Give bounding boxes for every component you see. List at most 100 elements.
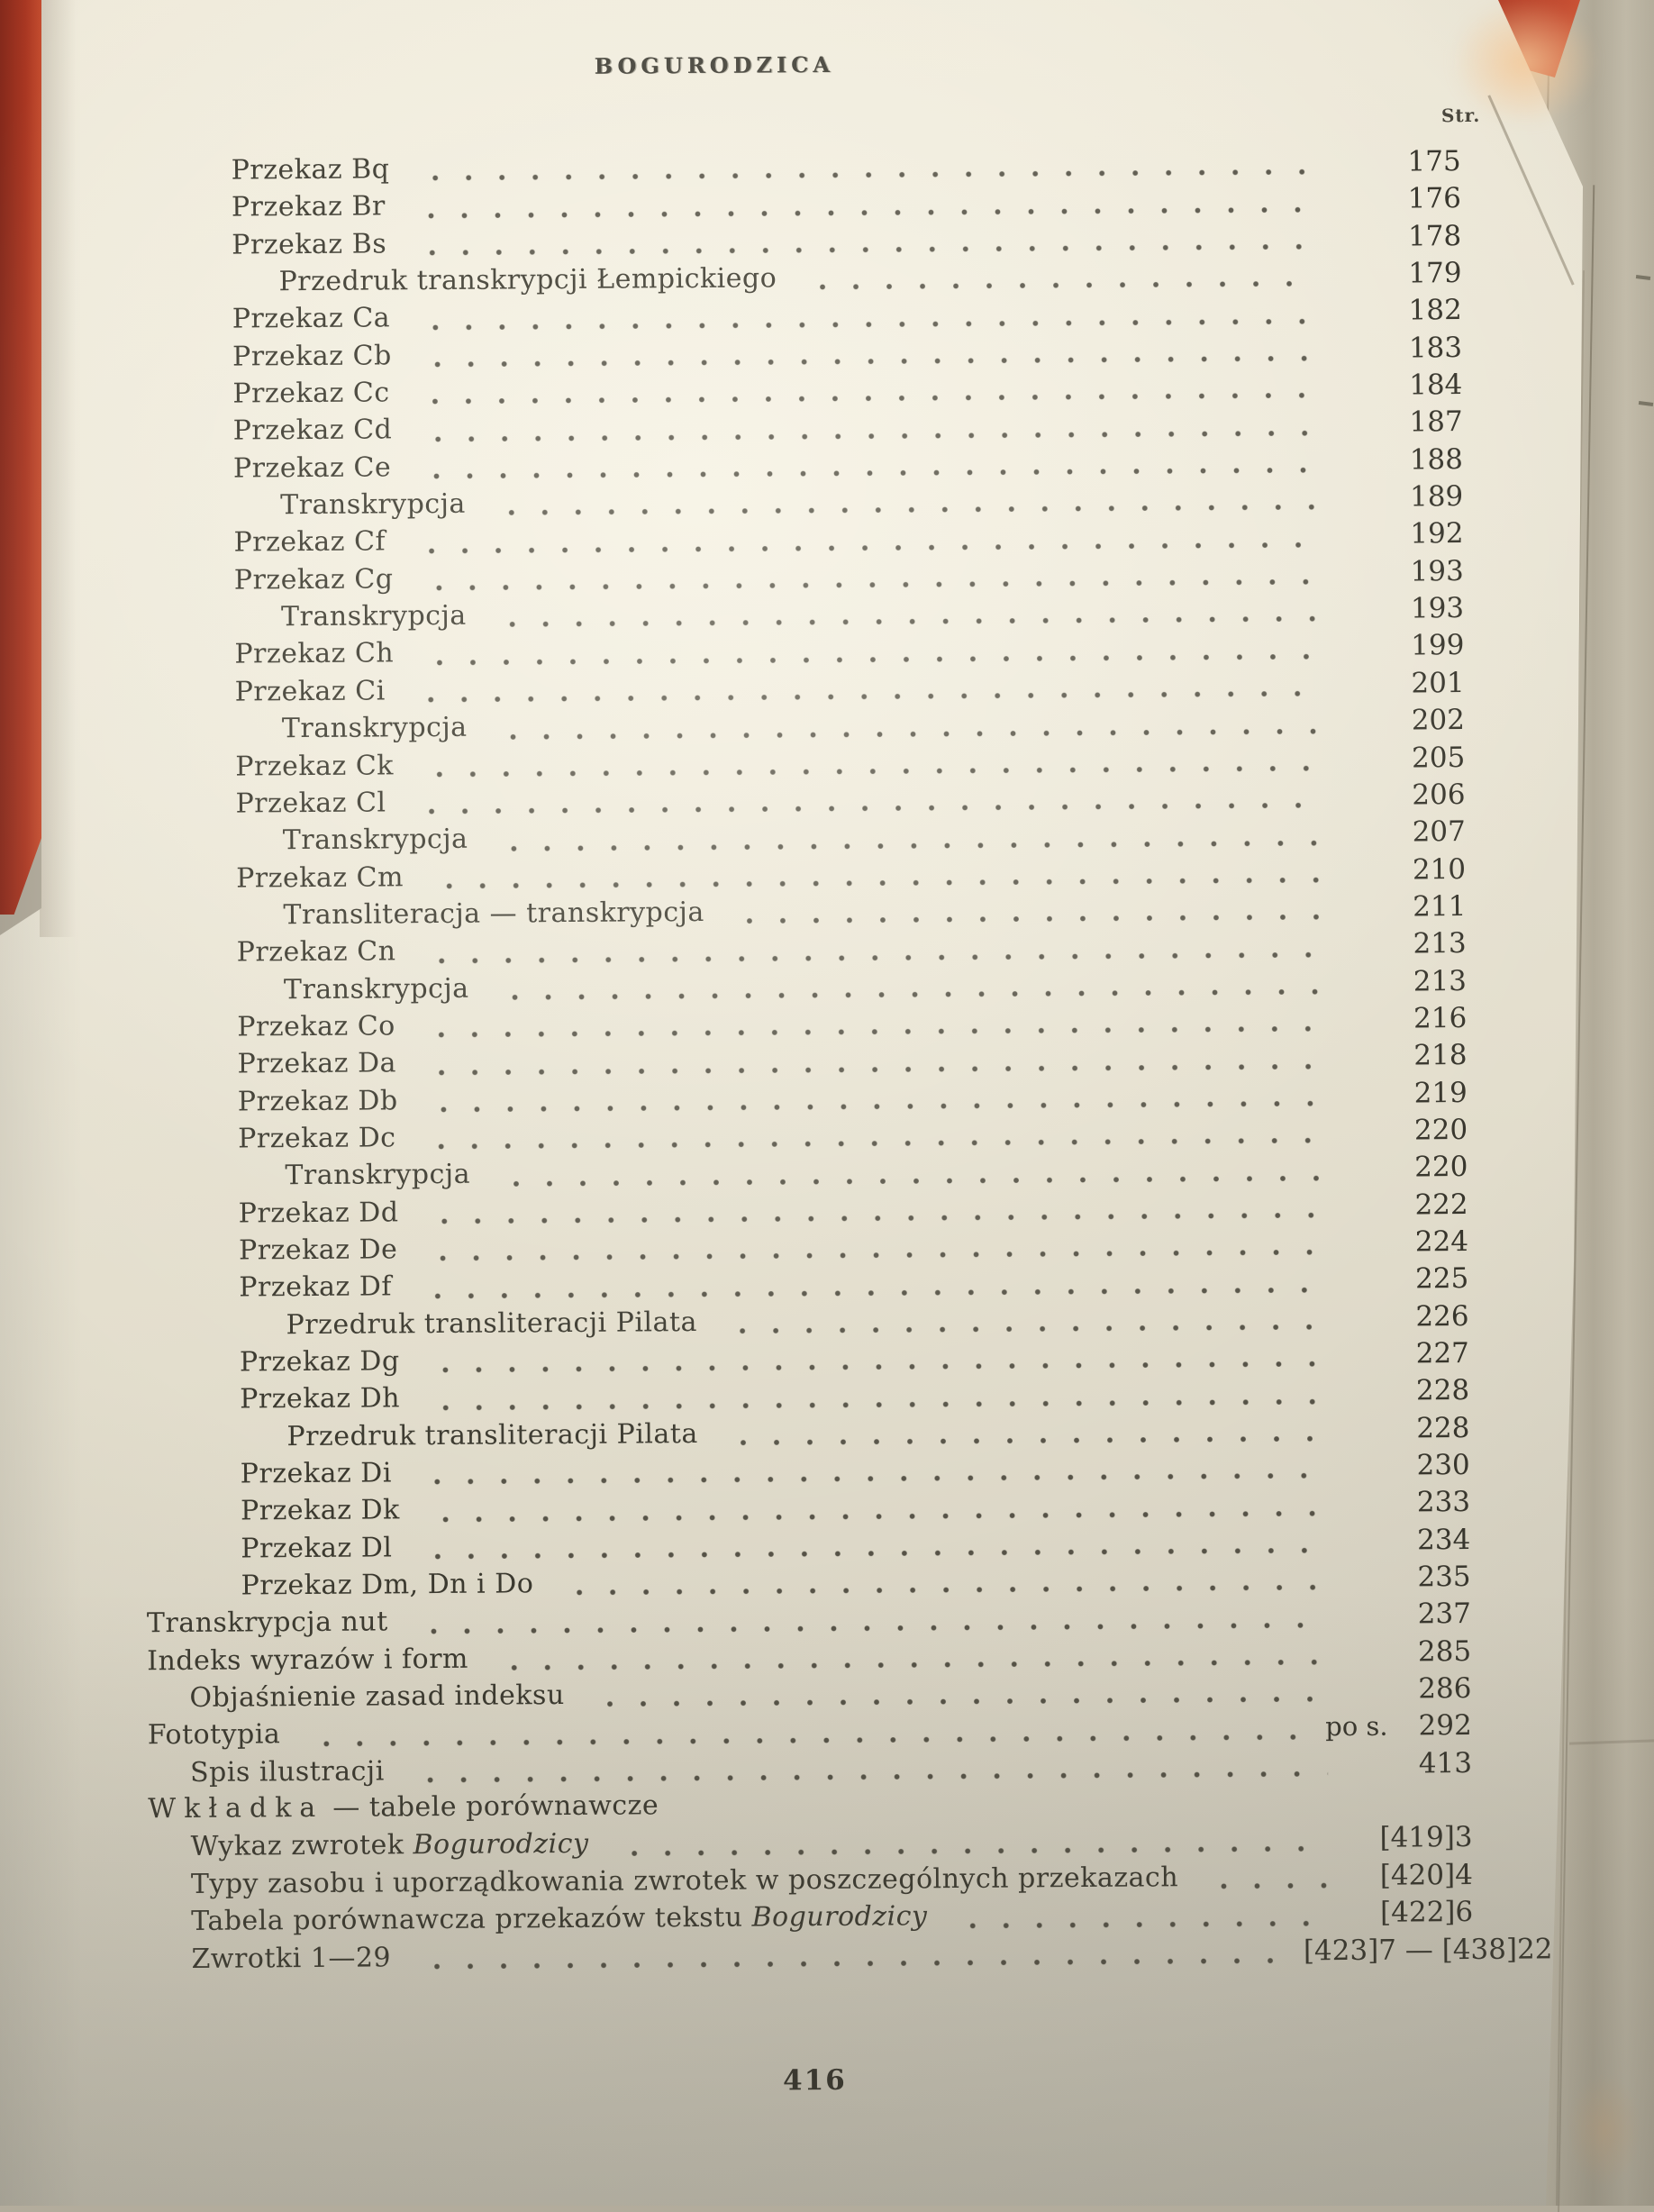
toc-entry-label: Przekaz Ci	[235, 675, 386, 707]
toc-entry-page: 188	[1337, 443, 1463, 477]
toc-entry-page: 226	[1342, 1300, 1468, 1334]
toc-entry-page: 285	[1345, 1635, 1471, 1669]
toc-entry-label-text: Przekaz Cn	[237, 936, 396, 969]
toc-entry-page-number: 285	[1418, 1635, 1471, 1668]
toc-entry-label: Transliteracja — transkrypcja	[283, 897, 704, 931]
toc-entry-page-number: 224	[1415, 1225, 1468, 1258]
toc-entry-page-number: 228	[1416, 1412, 1469, 1444]
toc-entry-label: Transkrypcja	[284, 972, 469, 1005]
toc-entry-page-number: 230	[1416, 1449, 1469, 1481]
toc-entry-page: [423]7 — [438]22	[1304, 1933, 1553, 1967]
toc-entry-page: 225	[1342, 1262, 1468, 1296]
toc-entry-label-text: Tabela porównawcza przekazów tekstu	[191, 1902, 752, 1937]
toc-entry-label: Objaśnienie zasad indeksu	[189, 1679, 564, 1714]
toc-entry-page: 227	[1343, 1337, 1469, 1370]
toc-entry-label-text: Transliteracja — transkrypcja	[283, 897, 704, 931]
toc-entry-page: 213	[1340, 965, 1467, 998]
dot-leader	[491, 728, 1321, 740]
toc-entry-label-text: Typy zasobu i uporządkowania zwrotek w p…	[191, 1862, 1178, 1900]
toc-entry-page-number: 206	[1412, 778, 1465, 811]
toc-entry-page: 218	[1340, 1039, 1467, 1072]
dot-leader	[416, 1547, 1327, 1560]
dot-leader	[493, 988, 1322, 1000]
toc-entry-label: Przekaz Cb	[232, 340, 392, 372]
toc-entry-page: 230	[1344, 1449, 1470, 1482]
dot-leader	[413, 169, 1316, 182]
toc-entry-label: Transkrypcja	[285, 1159, 470, 1191]
toc-entry-page-number: 193	[1410, 555, 1463, 587]
toc-entry-label: Fototypia	[148, 1719, 281, 1752]
dot-leader	[588, 1697, 1328, 1708]
toc-entry-label-text: Transkrypcja	[280, 488, 466, 521]
toc-entry-label: Przekaz Bs	[232, 228, 386, 260]
toc-entry-label: Przekaz Cl	[235, 787, 386, 819]
toc-entry-page: 413	[1346, 1747, 1472, 1780]
toc-entry-label: Przekaz Dc	[238, 1122, 396, 1154]
toc-entry-label-text: Przekaz Br	[232, 191, 386, 223]
toc-entry-label-text: Przekaz Dl	[241, 1532, 392, 1564]
dot-leader	[490, 616, 1320, 628]
toc-entry-label-italic: Bogurodzicy	[751, 1900, 927, 1933]
toc-entry-page-number: 201	[1411, 667, 1464, 699]
toc-entry-page-number: 225	[1415, 1262, 1468, 1295]
toc-entry-label: Przedruk transliteracji Pilata	[286, 1418, 698, 1452]
dot-leader	[409, 206, 1317, 219]
toc-entry-page-number: [423]7 — [438]22	[1304, 1933, 1553, 1967]
toc-entry-label: Przedruk transkrypcji Łempickiego	[278, 262, 777, 297]
toc-rows: Przekaz Bq 175 Przekaz Br 176 Przekaz Bs…	[0, 145, 1474, 1980]
toc-entry-label-text: Transkrypcja	[283, 824, 468, 856]
toc-entry-label-spaced: Wkładka	[148, 1792, 323, 1825]
toc-entry-label: Przekaz Ca	[232, 303, 391, 335]
toc-entry-label: Przekaz Dm, Dn i Do	[241, 1568, 533, 1601]
toc-entry-page: 233	[1344, 1486, 1470, 1519]
toc-entry-page: 216	[1340, 1002, 1467, 1035]
toc-entry-label: Indeks wyrazów i form	[147, 1643, 468, 1677]
dot-leader	[422, 1100, 1323, 1113]
toc-entry-label: Tabela porównawcza przekazów tekstu Bogu…	[191, 1900, 927, 1937]
corner-light-glow	[1401, 0, 1626, 207]
toc-entry-label-text: Przekaz Ce	[233, 451, 391, 484]
dot-leader	[423, 1398, 1325, 1411]
toc-entry-label-text: Przekaz Ci	[235, 675, 386, 707]
red-cover-edge-left	[0, 0, 47, 915]
toc-entry-label-text: Zwrotki 1—29	[191, 1942, 391, 1975]
toc-entry-label-text: Przekaz Cl	[235, 787, 386, 819]
toc-entry-label-text: Przekaz Dd	[239, 1197, 399, 1229]
dot-leader	[412, 1622, 1327, 1634]
toc-entry-page-number: 202	[1412, 704, 1465, 736]
toc-entry-label: Przekaz Dk	[241, 1495, 400, 1527]
toc-entry-page: 228	[1343, 1374, 1469, 1407]
toc-entry-label-text: Transkrypcja nut	[147, 1607, 388, 1640]
toc-entry-page: 193	[1338, 555, 1464, 588]
dot-leader	[722, 1435, 1326, 1446]
toc-entry-page: 205	[1339, 742, 1465, 775]
toc-entry-label-text: Indeks wyrazów i form	[147, 1643, 468, 1677]
toc-entry-label-text: Fototypia	[148, 1719, 281, 1752]
toc-entry-label: Przekaz Ce	[233, 451, 391, 484]
toc-entry-label: Przekaz Dh	[240, 1383, 400, 1415]
dot-leader	[420, 1063, 1323, 1076]
toc-entry-label-text: Przekaz Cb	[232, 340, 392, 372]
toc-entry-label: Typy zasobu i uporządkowania zwrotek w p…	[191, 1862, 1178, 1900]
toc-entry-page-number: 210	[1413, 853, 1466, 886]
toc-entry-page-number: 205	[1412, 742, 1465, 774]
toc-entry-page: 182	[1336, 294, 1462, 327]
toc-entry-page: 220	[1341, 1151, 1468, 1184]
toc-entry-label-text: — tabele porównawcze	[323, 1789, 659, 1824]
toc-entry-label-text: Przedruk transkrypcji Łempickiego	[278, 262, 777, 297]
toc-entry-page-number: 237	[1418, 1598, 1471, 1630]
dot-leader	[409, 690, 1321, 703]
toc-entry-page: 193	[1338, 592, 1464, 625]
dot-leader	[494, 1175, 1323, 1187]
toc-entry-label-italic: Bogurodzicy	[413, 1828, 588, 1861]
toc-entry-page: 234	[1344, 1524, 1470, 1557]
dot-leader	[420, 951, 1322, 964]
dot-leader	[409, 542, 1319, 554]
dot-leader	[417, 578, 1320, 591]
toc-entry-page-number: 182	[1408, 294, 1461, 326]
dot-leader	[421, 1249, 1324, 1261]
toc-entry-page-number: 207	[1413, 815, 1466, 848]
toc-entry-label: Przekaz Cc	[232, 377, 389, 409]
toc-entry-page-number: 216	[1413, 1002, 1467, 1034]
